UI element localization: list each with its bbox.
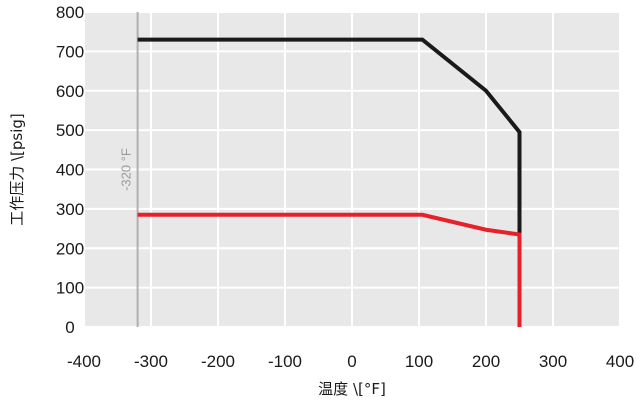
x-tick-label: 0: [347, 352, 356, 371]
x-tick-label: 200: [472, 352, 500, 371]
y-tick-label: 800: [56, 3, 84, 22]
series-line-2: [137, 212, 522, 327]
y-tick-label: 500: [56, 121, 84, 140]
y-tick-label: 100: [56, 279, 84, 298]
y-tick-label: 300: [56, 200, 84, 219]
x-axis-title: 温度 \[°F]: [318, 380, 386, 398]
series-group: [137, 37, 522, 327]
series-line-1: [137, 37, 522, 327]
y-tick-label: 200: [56, 239, 84, 258]
y-tick-label: 400: [56, 161, 84, 180]
reference-line-group: -320 °F: [119, 12, 139, 327]
reference-line-label: -320 °F: [119, 148, 134, 191]
x-tick-label: -400: [67, 352, 101, 371]
grid: [83, 11, 621, 328]
y-tick-label: 0: [65, 318, 74, 337]
y-axis-title: 工作压力 \[psig]: [8, 113, 26, 226]
x-tick-label: 300: [539, 352, 567, 371]
x-tick-label: -100: [268, 352, 302, 371]
x-tick-label: -300: [134, 352, 168, 371]
x-tick-label: 100: [405, 352, 433, 371]
y-axis-ticks: 0 100 200 300 400 500 600 700 800: [56, 3, 84, 337]
y-tick-label: 600: [56, 82, 84, 101]
x-axis-ticks: -400 -300 -200 -100 0 100 200 300 400: [67, 352, 634, 371]
x-tick-label: -200: [201, 352, 235, 371]
y-tick-label: 700: [56, 42, 84, 61]
x-tick-label: 400: [606, 352, 634, 371]
